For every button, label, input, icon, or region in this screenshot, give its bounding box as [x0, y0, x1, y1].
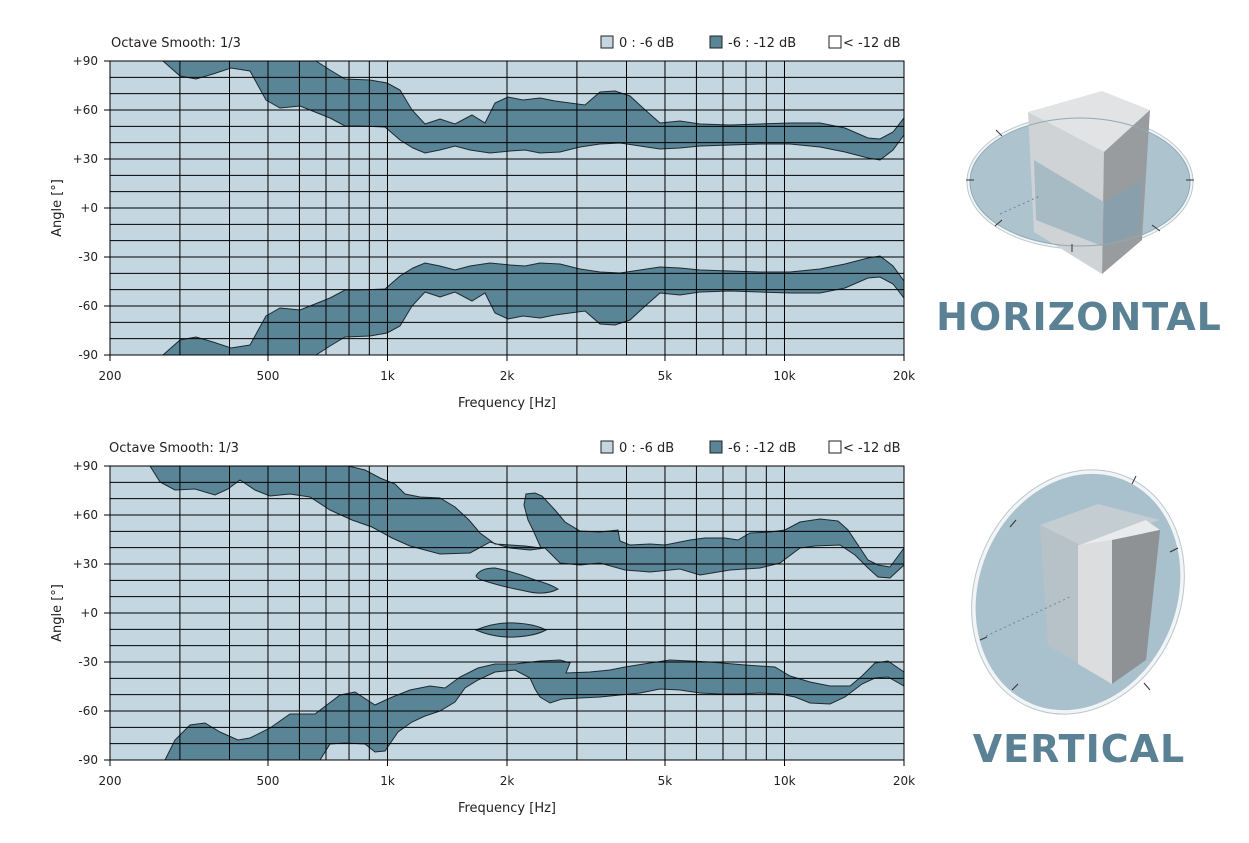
- x-tick-label: 20k: [893, 774, 915, 788]
- legend: 0 : -6 dB -6 : -12 dB < -12 dB: [600, 440, 901, 456]
- horizontal-dispersion-illustration: [966, 91, 1194, 274]
- x-axis-title: Frequency [Hz]: [458, 801, 556, 816]
- horizontal-label: HORIZONTAL: [936, 295, 1222, 339]
- legend-item-1: -6 : -12 dB: [728, 36, 796, 51]
- y-tick-label: -90: [78, 753, 98, 767]
- grid: [110, 466, 904, 760]
- vertical-label: VERTICAL: [973, 727, 1186, 771]
- vertical-dispersion-illustration: [971, 469, 1185, 715]
- x-tick-label: 10k: [773, 369, 795, 383]
- legend-item-1: -6 : -12 dB: [728, 441, 796, 456]
- chart-horizontal: +90+60+30+0-30-60-90 200 500 1k 2k 5k 10k 20k …: [50, 35, 915, 411]
- y-tick-label: -90: [78, 348, 98, 362]
- x-axis-title: Frequency [Hz]: [458, 396, 556, 411]
- x-tick-label: 2k: [500, 774, 515, 788]
- x-tick-label: 5k: [658, 774, 673, 788]
- legend-swatch-light: [600, 35, 614, 49]
- x-tick-label: 2k: [500, 369, 515, 383]
- y-tick-label: +90: [73, 459, 98, 473]
- y-tick-label: -60: [78, 704, 98, 718]
- legend-item-2: < -12 dB: [843, 36, 901, 51]
- x-tick-label: 200: [99, 774, 122, 788]
- contour-band-lower: [164, 659, 905, 761]
- y-tick-label: +90: [73, 54, 98, 68]
- y-tick-label: -30: [78, 250, 98, 264]
- y-axis-title: Angle [°]: [50, 584, 65, 642]
- legend-swatch-light: [600, 440, 614, 454]
- x-tick-label: 1k: [380, 774, 395, 788]
- x-tick-label: 500: [257, 369, 280, 383]
- y-tick-label: +60: [73, 508, 98, 522]
- y-tick-label: -60: [78, 299, 98, 313]
- legend: 0 : -6 dB -6 : -12 dB < -12 dB: [600, 35, 901, 51]
- x-tick-label: 1k: [380, 369, 395, 383]
- y-tick-label: +30: [73, 557, 98, 571]
- x-tick-label: 10k: [773, 774, 795, 788]
- x-tick-label: 500: [257, 774, 280, 788]
- legend-item-0: 0 : -6 dB: [619, 36, 674, 51]
- chart-vertical: +90+60+30+0-30-60-90 200 500 1k 2k 5k 10k 20k …: [50, 440, 915, 816]
- smoothing-label: Octave Smooth: 1/3: [109, 441, 239, 456]
- y-tick-label: +60: [73, 103, 98, 117]
- y-tick-label: -30: [78, 655, 98, 669]
- legend-swatch-white: [828, 35, 842, 49]
- x-tick-label: 20k: [893, 369, 915, 383]
- y-tick-label: +0: [80, 201, 98, 215]
- y-axis-title: Angle [°]: [50, 179, 65, 237]
- legend-swatch-dark: [709, 440, 723, 454]
- legend-swatch-white: [828, 440, 842, 454]
- legend-swatch-dark: [709, 35, 723, 49]
- grid: [110, 61, 904, 355]
- x-tick-label: 5k: [658, 369, 673, 383]
- contour-island-2: [474, 622, 548, 638]
- x-tick-label: 200: [99, 369, 122, 383]
- smoothing-label: Octave Smooth: 1/3: [111, 36, 241, 51]
- y-tick-label: +0: [80, 606, 98, 620]
- legend-item-2: < -12 dB: [843, 441, 901, 456]
- legend-item-0: 0 : -6 dB: [619, 441, 674, 456]
- y-tick-label: +30: [73, 152, 98, 166]
